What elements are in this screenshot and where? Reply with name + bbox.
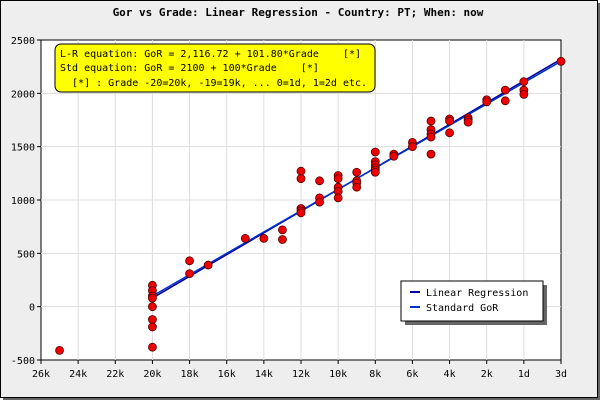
data-point xyxy=(315,176,324,186)
data-points xyxy=(55,56,566,355)
x-tick-label: 24k xyxy=(69,369,87,380)
data-point xyxy=(445,128,454,138)
data-point xyxy=(203,260,213,270)
data-point xyxy=(296,208,306,218)
x-tick-label: 2k xyxy=(481,369,493,380)
data-point xyxy=(259,233,269,243)
data-point xyxy=(408,142,417,152)
data-point xyxy=(445,116,454,126)
data-point xyxy=(148,342,157,352)
data-point xyxy=(556,56,566,66)
data-point xyxy=(148,322,157,332)
x-tick-label: 18k xyxy=(181,369,199,380)
data-point xyxy=(500,85,510,95)
chart-title: Gor vs Grade: Linear Regression - Countr… xyxy=(113,6,484,19)
data-point xyxy=(389,151,399,161)
data-point xyxy=(426,149,436,159)
y-tick-label: 1000 xyxy=(11,196,35,207)
y-tick-label: 0 xyxy=(29,303,35,314)
data-point xyxy=(148,293,157,303)
x-tick-label: 12k xyxy=(292,369,310,380)
lr-equation: L-R equation: GoR = 2,116.72 + 101.80*Gr… xyxy=(60,49,361,60)
x-tick-label: 26k xyxy=(32,369,50,380)
data-point xyxy=(296,166,306,176)
data-point xyxy=(519,90,529,99)
grade-note: [*] : Grade -20=20k, -19=19k, ... 0=1d, … xyxy=(60,78,367,89)
x-tick-label: 1d xyxy=(518,369,530,380)
legend-label-linear-regression: Linear Regression xyxy=(426,288,528,299)
data-point xyxy=(185,256,194,266)
data-point xyxy=(240,233,250,243)
x-tick-label: 20k xyxy=(143,369,161,380)
legend-box xyxy=(400,280,544,322)
data-point xyxy=(370,167,380,177)
data-point xyxy=(55,345,64,355)
legend: Linear Regression Standard GoR xyxy=(400,280,547,325)
x-tick-label: 3d xyxy=(555,369,567,380)
data-point xyxy=(333,174,343,184)
data-point xyxy=(426,116,436,126)
y-tick-label: 2000 xyxy=(11,89,35,100)
x-tick-labels: 26k 24k 22k 20k 18k 16k 14k 12k 10k 8k 6k 4k 2k 1d 3d xyxy=(32,360,567,380)
data-point xyxy=(352,182,362,192)
x-tick-label: 14k xyxy=(255,369,273,380)
data-point xyxy=(426,132,436,142)
data-point xyxy=(482,97,492,107)
data-point xyxy=(315,197,324,207)
data-point xyxy=(278,225,287,235)
y-tick-label: -500 xyxy=(11,356,35,367)
std-equation: Std equation: GoR = 2100 + 100*Grade [*] xyxy=(60,63,319,74)
x-tick-label: 16k xyxy=(218,369,236,380)
legend-label-standard-gor: Standard GoR xyxy=(426,303,499,314)
data-point xyxy=(185,269,194,279)
data-point xyxy=(500,96,510,106)
y-tick-labels: -500 0 500 1000 1500 2000 2500 xyxy=(11,36,41,367)
x-tick-label: 4k xyxy=(444,369,456,380)
data-point xyxy=(370,147,380,157)
data-point xyxy=(519,77,529,86)
x-tick-label: 8k xyxy=(369,369,381,380)
y-tick-label: 500 xyxy=(17,249,35,260)
data-point xyxy=(278,235,287,244)
y-tick-label: 1500 xyxy=(11,143,35,154)
data-point xyxy=(352,167,362,177)
data-point xyxy=(463,117,473,127)
x-tick-label: 10k xyxy=(329,369,347,380)
data-point xyxy=(148,302,157,312)
x-tick-label: 22k xyxy=(106,369,124,380)
equation-box: L-R equation: GoR = 2,116.72 + 101.80*Gr… xyxy=(54,43,376,93)
data-point xyxy=(148,315,157,324)
y-tick-label: 2500 xyxy=(11,36,35,47)
x-tick-label: 6k xyxy=(406,369,418,380)
data-point xyxy=(296,174,306,184)
equation-box-background xyxy=(54,43,376,93)
data-point xyxy=(333,193,343,203)
